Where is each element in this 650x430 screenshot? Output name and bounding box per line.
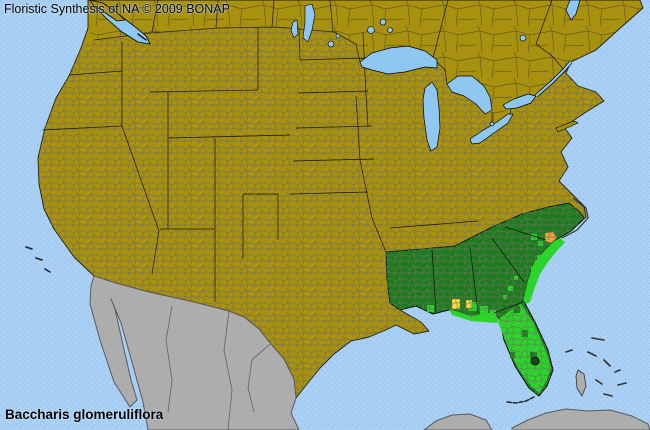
mexico-region (89, 275, 300, 430)
lake-manitoba (290, 19, 299, 39)
outer-banks (561, 197, 589, 239)
lake-winnipeg (302, 3, 316, 43)
florida-keys (506, 396, 535, 404)
cuba-region (511, 408, 650, 430)
channel-islands (25, 246, 51, 273)
lake-michigan (422, 81, 441, 152)
great-lakes (359, 45, 537, 152)
map-title: Floristic Synthesis of NA © 2009 BONAP (4, 2, 230, 16)
species-label: Baccharis glomeruliflora (5, 407, 164, 422)
canada-lakes (290, 3, 527, 48)
lake-superior (359, 45, 438, 75)
mexico-state-borders (165, 305, 271, 430)
county-presence-atlantic-strip (523, 238, 565, 304)
lake-huron (446, 75, 493, 115)
lake-ontario (502, 93, 537, 110)
st-lawrence-river (534, 0, 581, 98)
long-island (555, 120, 579, 133)
lake-st-clair (489, 121, 495, 127)
lake-okeechobee (530, 356, 540, 366)
lake-nipigon (367, 26, 375, 34)
yucatan-region (423, 413, 493, 430)
canada-borders (93, 0, 567, 131)
us-state-borders (41, 28, 547, 314)
vancouver-island (89, 0, 126, 22)
bahamas-islands (565, 337, 627, 397)
pacific-northwest-coast (89, 0, 151, 45)
lake-erie (469, 113, 514, 145)
